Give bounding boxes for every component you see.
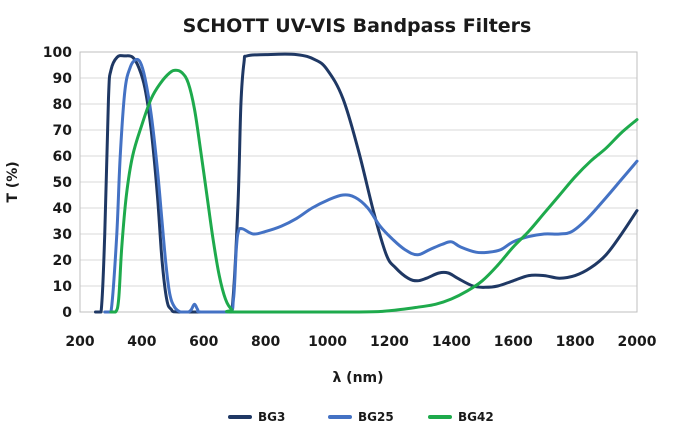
x-tick-label: 1000 [308, 334, 347, 350]
y-axis-label: T (%) [5, 161, 21, 202]
x-tick-label: 1800 [556, 334, 595, 350]
x-tick-label: 1600 [494, 334, 533, 350]
y-tick-label: 80 [53, 97, 73, 113]
y-tick-label: 60 [53, 149, 73, 165]
chart-title: SCHOTT UV-VIS Bandpass Filters [183, 15, 532, 37]
series-lines [93, 52, 639, 314]
y-tick-label: 50 [53, 175, 73, 191]
series-line-bg3 [93, 52, 639, 314]
legend: BG3 BG25 BG42 [228, 410, 494, 424]
y-tick-label: 40 [53, 201, 73, 217]
legend-label-bg3: BG3 [258, 410, 285, 424]
x-tick-label: 1400 [432, 334, 471, 350]
y-tick-label: 70 [53, 123, 73, 139]
x-axis-ticks: 200 400 600 800 1000 1200 1400 1600 1800 2000 [65, 334, 656, 350]
x-tick-label: 200 [65, 334, 94, 350]
y-tick-label: 30 [53, 227, 73, 243]
y-tick-label: 20 [53, 253, 73, 269]
x-tick-label: 600 [189, 334, 218, 350]
y-tick-label: 100 [43, 45, 72, 61]
legend-label-bg25: BG25 [358, 410, 394, 424]
x-tick-label: 400 [127, 334, 156, 350]
y-tick-label: 10 [53, 279, 73, 295]
y-axis-ticks: 0 10 20 30 40 50 60 70 80 90 100 [43, 45, 72, 321]
series-line-bg42 [109, 68, 639, 314]
y-tick-label: 90 [53, 71, 73, 87]
x-tick-label: 2000 [618, 334, 657, 350]
x-tick-label: 800 [251, 334, 280, 350]
x-tick-label: 1200 [370, 334, 409, 350]
y-tick-label: 0 [62, 305, 72, 321]
series-line-bg25 [103, 57, 639, 314]
legend-label-bg42: BG42 [458, 410, 494, 424]
x-axis-label: λ (nm) [332, 370, 383, 386]
